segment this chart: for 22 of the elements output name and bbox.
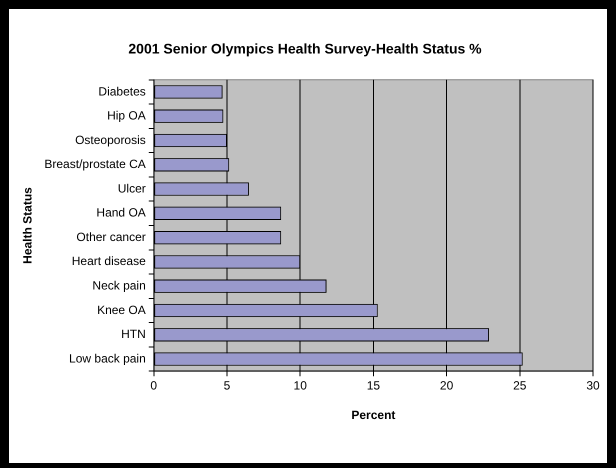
y-tick-label: Heart disease [72, 254, 146, 268]
x-tick-label: 25 [513, 378, 527, 393]
y-tick-label: Osteoporosis [75, 132, 146, 147]
y-tick-label: Knee OA [97, 302, 146, 317]
y-tick-label: Neck pain [92, 278, 146, 293]
y-tick-label: Hand OA [96, 206, 146, 220]
y-tick-label: Hip OA [107, 108, 146, 123]
y-tick-label: HTN [121, 327, 146, 342]
x-tick-label: 30 [586, 378, 600, 393]
y-axis-title: Health Status [20, 186, 35, 264]
y-tick-label: Diabetes [98, 84, 146, 98]
y-tick-label: Low back pain [69, 351, 146, 366]
x-tick-label: 5 [224, 378, 231, 393]
y-tick-label: Ulcer [118, 181, 146, 196]
x-tick-label: 15 [366, 378, 380, 393]
x-tick-label: 20 [440, 378, 454, 393]
x-axis-title: Percent [351, 408, 396, 422]
x-tick-label: 10 [294, 378, 308, 393]
chart-title: 2001 Senior Olympics Health Survey-Health Status % [128, 40, 482, 56]
y-tick-label: Breast/prostate CA [44, 157, 146, 172]
y-tick-label: Other cancer [76, 230, 146, 244]
x-tick-label: 0 [150, 378, 158, 393]
